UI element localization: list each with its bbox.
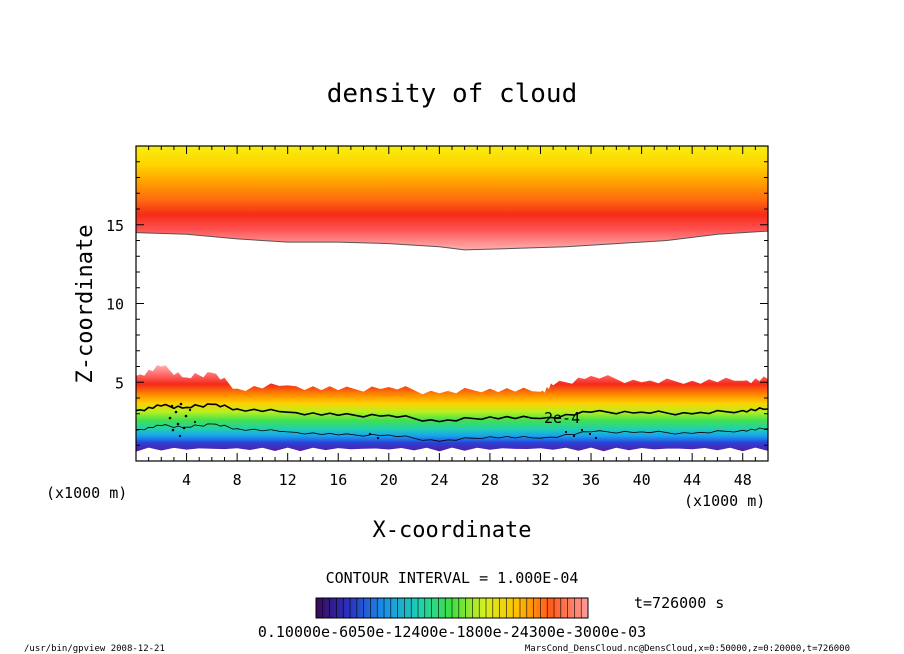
chart-title: density of cloud xyxy=(327,79,577,109)
x-tick-label: 16 xyxy=(329,471,347,489)
upper-cloud-base-contour xyxy=(136,230,768,251)
x-tick-label: 36 xyxy=(582,471,600,489)
y-tick-label: 15 xyxy=(106,217,124,235)
footer-left: /usr/bin/gpview 2008-12-21 xyxy=(24,644,165,654)
time-label: t=726000 s xyxy=(634,594,724,612)
x-tick-label: 48 xyxy=(734,471,752,489)
speckle-noise-right xyxy=(368,428,598,440)
x-tick-label: 32 xyxy=(531,471,549,489)
x-axis-title: X-coordinate xyxy=(373,518,532,543)
footer-right: MarsCond_DensCloud.nc@DensCloud,x=0:5000… xyxy=(525,644,850,654)
x-tick-label: 20 xyxy=(380,471,398,489)
x-tick-label: 40 xyxy=(633,471,651,489)
colorbar-dividers xyxy=(322,598,582,618)
x-axis-ticks: 4 8 12 16 20 24 28 32 36 40 44 48 xyxy=(135,146,769,489)
y-axis-ticks: 5 10 15 xyxy=(106,145,768,462)
y-axis-title: Z-coordinate xyxy=(73,225,98,384)
x-tick-label: 28 xyxy=(481,471,499,489)
contour-line-lower xyxy=(136,423,768,442)
upper-cloud-layer xyxy=(136,146,768,250)
contour-label-2e-4: 2e-4 xyxy=(544,409,580,427)
x-tick-label: 4 xyxy=(182,471,191,489)
x-unit-label-left: (x1000 m) xyxy=(46,484,127,502)
x-tick-label: 44 xyxy=(683,471,701,489)
lower-cloud-layer xyxy=(136,365,768,452)
y-tick-label: 5 xyxy=(115,374,124,392)
x-tick-label: 24 xyxy=(430,471,448,489)
contour-line-2e-4 xyxy=(136,403,768,423)
x-tick-label: 8 xyxy=(233,471,242,489)
x-tick-label: 12 xyxy=(279,471,297,489)
y-tick-label: 10 xyxy=(106,296,124,314)
x-unit-label-right: (x1000 m) xyxy=(684,492,765,510)
plot-area xyxy=(136,146,768,461)
colorbar-labels: 0.10000e-6050e-12400e-1800e-24300e-3000e… xyxy=(258,623,646,641)
speckle-noise-left xyxy=(168,402,197,438)
contour-interval-text: CONTOUR INTERVAL = 1.000E-04 xyxy=(326,569,579,587)
